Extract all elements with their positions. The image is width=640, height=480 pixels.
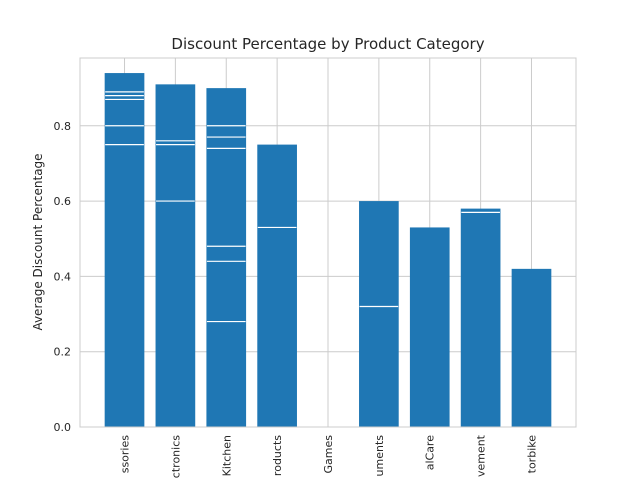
bar — [359, 201, 399, 427]
bars — [104, 73, 552, 428]
grid-lines — [80, 58, 576, 428]
x-tick-label: vement — [475, 434, 488, 477]
y-tick-label: 0.6 — [54, 195, 72, 208]
x-tick-label: roducts — [271, 435, 284, 476]
x-tick-label: Kitchen — [220, 435, 233, 476]
bar — [206, 88, 247, 428]
chart-title: Discount Percentage by Product Category — [171, 35, 484, 53]
bar — [104, 73, 145, 428]
x-tick-label: Games — [322, 435, 335, 474]
x-tick-label: alCare — [424, 435, 437, 470]
bar — [409, 227, 450, 427]
y-tick-label: 0.4 — [54, 270, 72, 283]
x-tick-label: ssories — [119, 435, 132, 474]
y-axis-label: Average Discount Percentage — [31, 153, 45, 330]
bar — [257, 144, 297, 427]
x-axis-ticks: ssories ctronics Kitchen roducts Games uments… — [119, 434, 539, 478]
bar — [155, 84, 196, 427]
plot-frame — [79, 57, 577, 428]
y-tick-label: 0.2 — [54, 346, 72, 359]
bar — [460, 208, 501, 427]
x-tick-label: uments — [373, 435, 386, 477]
bar — [511, 268, 552, 427]
y-tick-label: 0.0 — [54, 421, 72, 434]
y-tick-label: 0.8 — [54, 120, 72, 133]
x-tick-label: ctronics — [169, 435, 182, 478]
x-tick-label: torbike — [525, 435, 538, 474]
y-axis-ticks: 0.0 0.2 0.4 0.6 0.8 — [54, 120, 72, 434]
